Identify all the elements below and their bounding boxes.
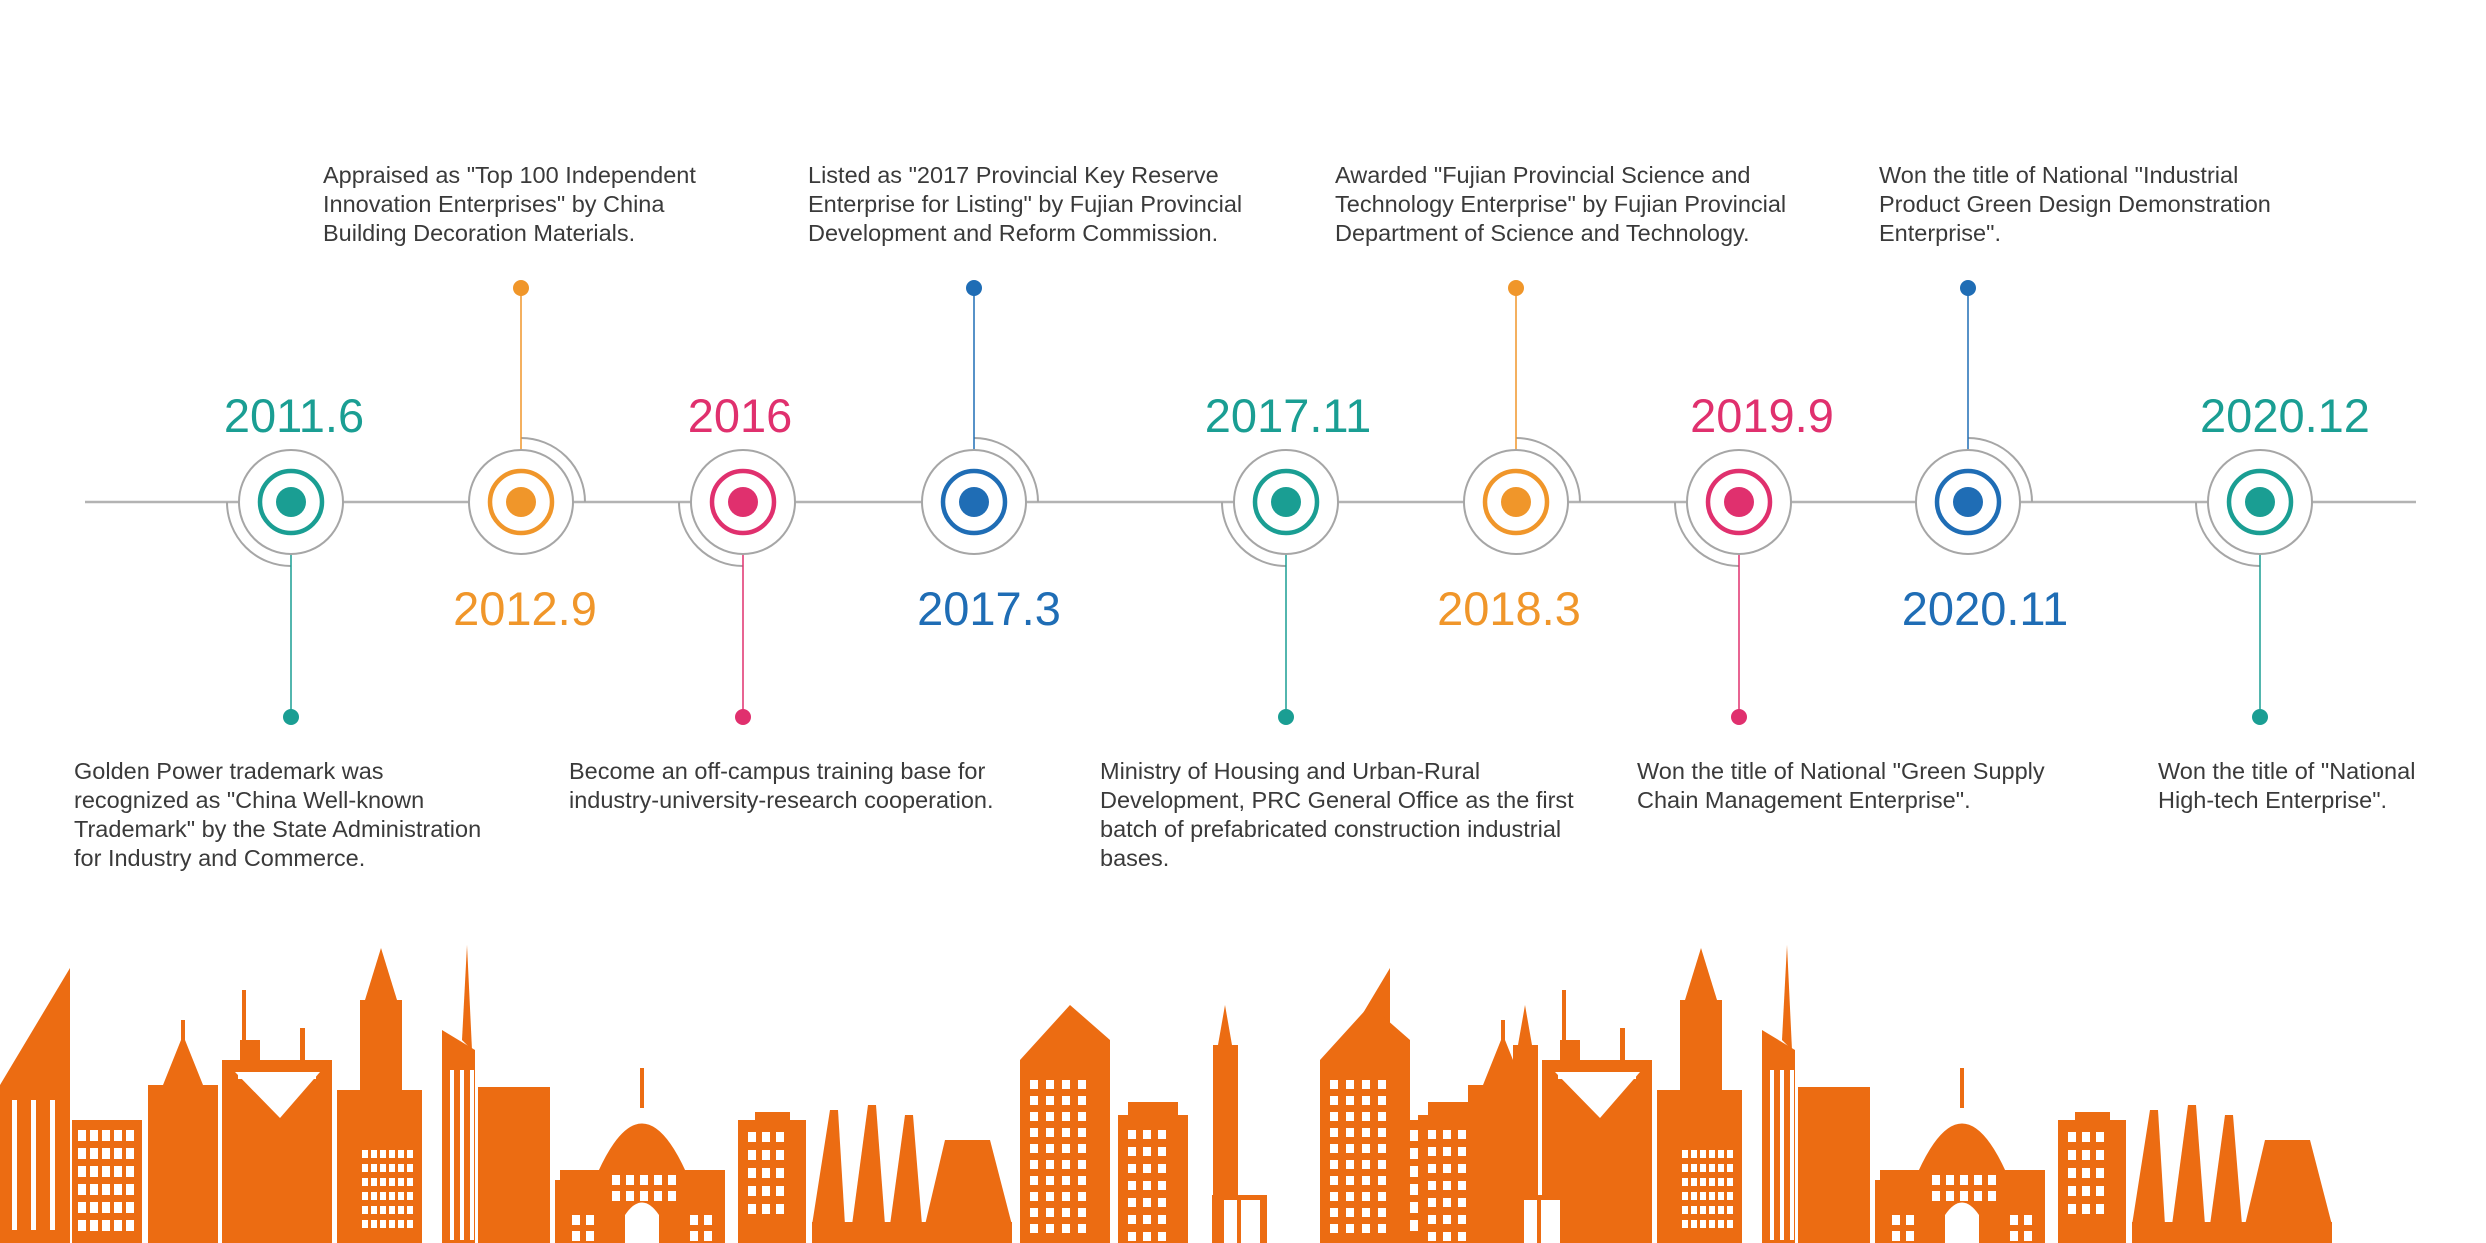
city-skyline-illustration [0,945,2332,1243]
node-center-dot [959,487,989,517]
milestone-description: Listed as "2017 Provincial Key Reserve E… [808,162,1243,246]
node-center-dot [1271,487,1301,517]
milestone-node-2018.3: 2018.3 [1437,280,1581,635]
decorative-arc [2195,501,2261,567]
milestone-year: 2019.9 [1690,389,1834,442]
milestone-description: Ministry of Housing and Urban-Rural Deve… [1100,758,1574,871]
decorative-arc [1967,437,2033,503]
connector-dot [735,709,751,725]
milestone-year: 2017.3 [917,582,1061,635]
milestone-description: Golden Power trademark was recognized as… [74,758,482,871]
decorative-arc [226,501,292,567]
milestone-node-2019.9: 2019.9 [1674,389,1834,725]
decorative-arc [1221,501,1287,567]
milestone-description: Won the title of National "Industrial Pr… [1879,162,2271,246]
connector-dot [1731,709,1747,725]
milestone-year: 2016 [688,389,793,442]
milestone-year: 2020.11 [1902,582,2068,635]
connector-dot [966,280,982,296]
milestone-description: Awarded "Fujian Provincial Science and T… [1335,162,1787,246]
node-center-dot [1953,487,1983,517]
milestone-year: 2017.11 [1205,389,1371,442]
decorative-arc [520,437,586,503]
milestone-description: Won the title of "National High-tech Ent… [2158,758,2416,813]
node-center-dot [1724,487,1754,517]
milestone-node-2016: 2016 [678,389,796,725]
milestone-year: 2012.9 [453,582,597,635]
node-center-dot [728,487,758,517]
milestone-node-2017.3: 2017.3 [917,280,1061,635]
connector-dot [513,280,529,296]
milestone-node-2011.6: 2011.6 [224,389,364,725]
milestone-year: 2018.3 [1437,582,1581,635]
milestone-node-2020.12: 2020.12 [2195,389,2370,725]
milestone-year: 2011.6 [224,389,364,442]
connector-dot [283,709,299,725]
milestone-description: Won the title of National "Green Supply … [1637,758,2045,813]
connector-dot [2252,709,2268,725]
connector-dot [1278,709,1294,725]
node-center-dot [1501,487,1531,517]
node-center-dot [2245,487,2275,517]
milestone-node-2020.11: 2020.11 [1902,280,2068,635]
decorative-arc [973,437,1039,503]
milestone-year: 2020.12 [2200,389,2370,442]
decorative-arc [1674,501,1740,567]
node-center-dot [276,487,306,517]
decorative-arc [1515,437,1581,503]
milestone-node-2012.9: 2012.9 [453,280,597,635]
milestone-description: Appraised as "Top 100 Independent Innova… [323,162,696,246]
connector-dot [1508,280,1524,296]
milestone-node-2017.11: 2017.11 [1205,389,1371,725]
decorative-arc [678,501,744,567]
connector-dot [1960,280,1976,296]
milestone-description: Become an off-campus training base for i… [569,758,994,813]
node-center-dot [506,487,536,517]
